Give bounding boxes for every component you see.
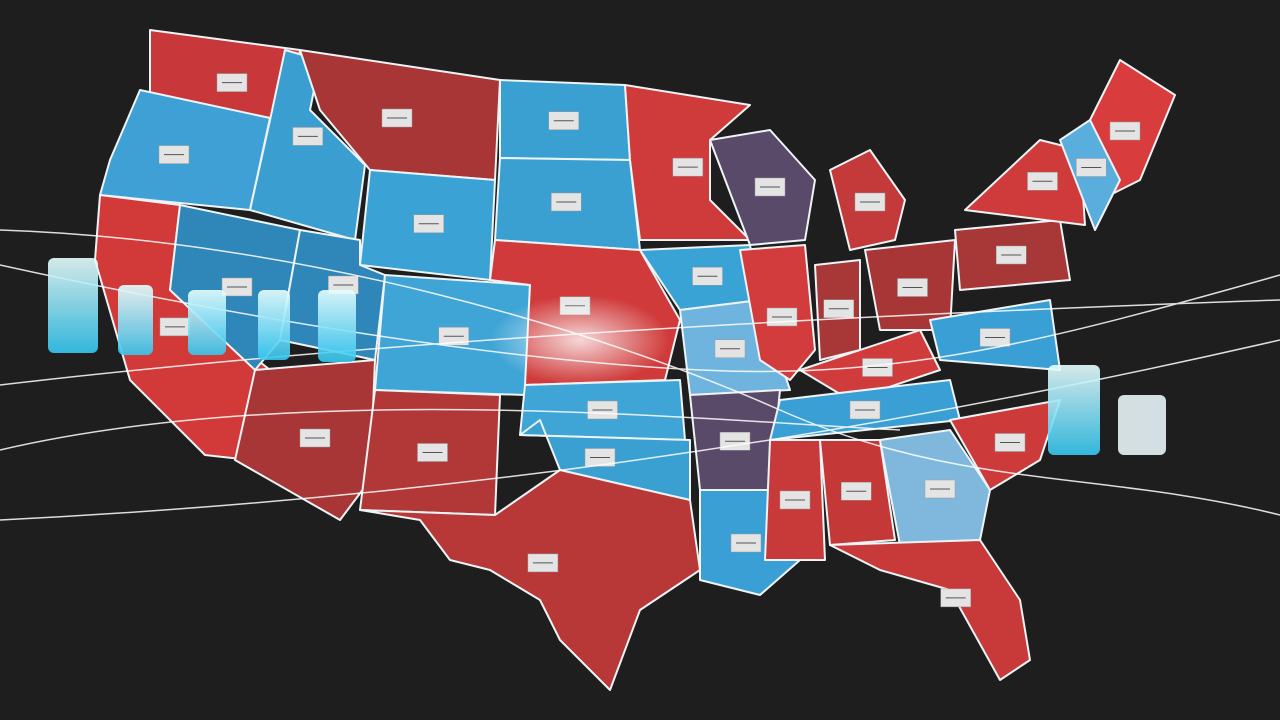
- glow-bar: [258, 290, 290, 360]
- state: [829, 539, 1031, 681]
- flow-line: [0, 408, 901, 451]
- glow-bars: [48, 258, 1166, 455]
- glow-bar: [48, 258, 98, 353]
- glow-bar: [1048, 365, 1100, 455]
- glow-bar: [1118, 395, 1166, 455]
- state-labels: [158, 73, 1141, 608]
- glow-bar: [118, 285, 153, 355]
- glow: [490, 295, 670, 385]
- flow-line: [0, 229, 1280, 516]
- glow-bar: [188, 290, 226, 355]
- flow-line: [0, 264, 1280, 373]
- glow-bar: [318, 290, 356, 362]
